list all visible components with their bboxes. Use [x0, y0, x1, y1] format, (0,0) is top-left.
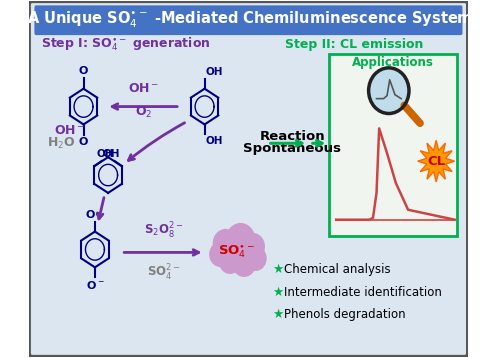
- Text: Applications: Applications: [352, 57, 434, 69]
- Text: ★: ★: [272, 263, 283, 276]
- Text: ★: ★: [272, 286, 283, 299]
- FancyBboxPatch shape: [329, 54, 457, 236]
- Text: S$_2$O$_8^{2-}$: S$_2$O$_8^{2-}$: [144, 221, 183, 241]
- Circle shape: [214, 229, 238, 257]
- Text: CL: CL: [427, 155, 445, 168]
- Text: OH: OH: [206, 136, 223, 146]
- Text: Spontaneous: Spontaneous: [244, 142, 342, 155]
- Circle shape: [210, 242, 231, 266]
- Text: O: O: [79, 66, 88, 76]
- Text: OH: OH: [206, 67, 223, 77]
- Circle shape: [368, 68, 409, 113]
- Text: O•: O•: [86, 210, 102, 220]
- Text: OH$^-$: OH$^-$: [128, 82, 159, 95]
- Text: OH$^-$: OH$^-$: [54, 124, 85, 137]
- Text: Reaction: Reaction: [260, 130, 325, 143]
- Text: Intermediate identification: Intermediate identification: [284, 286, 442, 299]
- Circle shape: [242, 233, 264, 260]
- Text: OH: OH: [102, 149, 120, 159]
- Text: Step II: CL emission: Step II: CL emission: [284, 38, 423, 50]
- Text: Step I: SO$_4^{\bullet-}$ generation: Step I: SO$_4^{\bullet-}$ generation: [41, 35, 210, 53]
- Circle shape: [226, 224, 254, 255]
- Text: Phenols degradation: Phenols degradation: [284, 309, 406, 321]
- FancyBboxPatch shape: [29, 1, 468, 357]
- Polygon shape: [418, 140, 455, 182]
- Circle shape: [232, 251, 256, 276]
- Text: ★: ★: [272, 309, 283, 321]
- Circle shape: [220, 250, 240, 273]
- Text: SO$_4^{\bullet-}$: SO$_4^{\bullet-}$: [218, 243, 256, 260]
- FancyBboxPatch shape: [34, 5, 463, 35]
- Text: A Unique SO$_4^{\bullet-}$ -Mediated Chemiluminescence System: A Unique SO$_4^{\bullet-}$ -Mediated Che…: [27, 10, 473, 30]
- Text: O: O: [79, 137, 88, 147]
- Text: H$_2$O: H$_2$O: [46, 136, 75, 151]
- Text: SO$_4^{2-}$: SO$_4^{2-}$: [146, 263, 180, 284]
- Text: Chemical analysis: Chemical analysis: [284, 263, 391, 276]
- Text: OH: OH: [96, 149, 114, 159]
- Text: O$^-$: O$^-$: [86, 279, 104, 291]
- Circle shape: [245, 246, 266, 270]
- Text: O$_2$: O$_2$: [134, 105, 152, 120]
